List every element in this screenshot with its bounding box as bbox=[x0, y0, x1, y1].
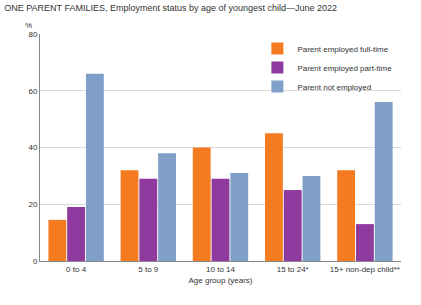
svg-text:60: 60 bbox=[28, 87, 37, 96]
svg-text:Parent employed full-time: Parent employed full-time bbox=[297, 45, 388, 54]
svg-text:80: 80 bbox=[28, 30, 37, 39]
svg-text:ONE PARENT FAMILIES, Employmen: ONE PARENT FAMILIES, Employment status b… bbox=[4, 3, 337, 13]
svg-text:Parent employed part-time: Parent employed part-time bbox=[297, 64, 392, 73]
svg-text:Parent not employed: Parent not employed bbox=[297, 83, 371, 92]
svg-text:%: % bbox=[25, 21, 32, 30]
svg-text:10 to 14: 10 to 14 bbox=[206, 265, 235, 274]
svg-text:0 to 4: 0 to 4 bbox=[66, 265, 87, 274]
svg-text:15 to 24*: 15 to 24* bbox=[277, 265, 309, 274]
svg-text:5 to 9: 5 to 9 bbox=[138, 265, 159, 274]
svg-text:20: 20 bbox=[28, 200, 37, 209]
svg-text:Age group (years): Age group (years) bbox=[188, 276, 252, 285]
svg-text:15+ non-dep child**: 15+ non-dep child** bbox=[330, 265, 400, 274]
svg-text:40: 40 bbox=[28, 143, 37, 152]
svg-text:0: 0 bbox=[33, 257, 38, 266]
